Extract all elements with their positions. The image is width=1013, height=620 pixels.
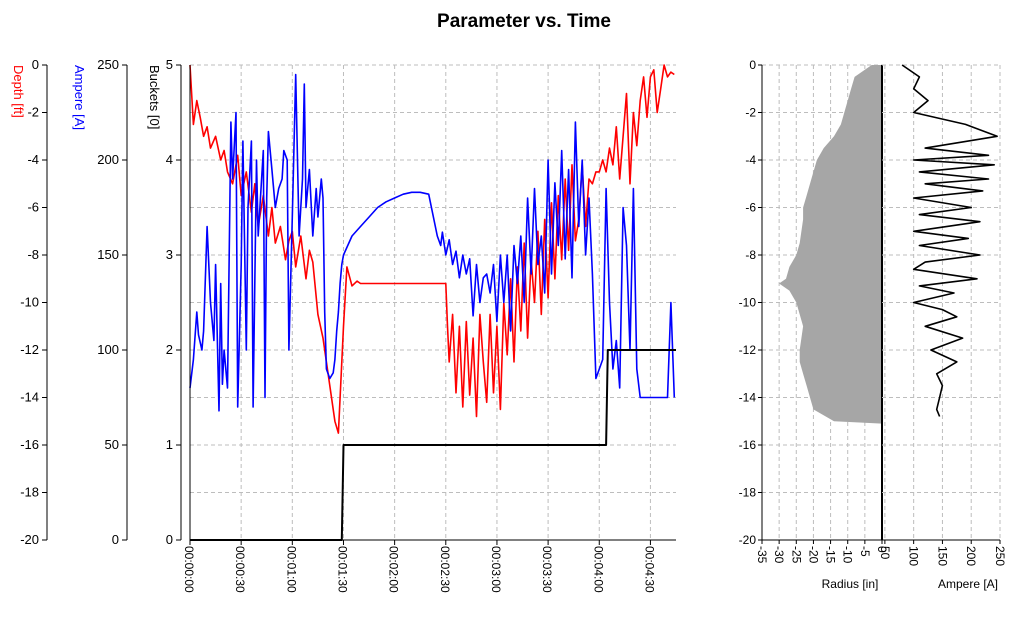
radius-depth-tick-label: -8	[745, 248, 756, 262]
buckets-tick-label: 0	[166, 532, 173, 547]
chart-title: Parameter vs. Time	[437, 11, 611, 32]
radius-x-axis-label: Radius [in]	[822, 577, 879, 591]
x-tick-label: 00:01:30	[335, 546, 349, 593]
radius-depth-tick-label: -20	[739, 533, 757, 547]
depth-tick-label: -20	[20, 532, 39, 547]
ampere-tick-label: 200	[97, 152, 119, 167]
x-tick-label: 00:00:00	[182, 546, 196, 593]
radius-depth-tick-label: -2	[745, 106, 756, 120]
buckets-tick-label: 1	[166, 437, 173, 452]
radius-x-tick-label: -35	[755, 546, 769, 564]
radius-x-tick-label: -20	[806, 546, 820, 564]
x-tick-label: 00:04:30	[642, 546, 656, 593]
ampere-series-line	[189, 73, 676, 412]
radius-x-tick-label: -5	[858, 546, 872, 557]
depth-tick-label: -8	[27, 247, 39, 262]
ampere-x-tick-label: 200	[964, 546, 978, 566]
radius-x-tick-label: -30	[772, 546, 786, 564]
depth-tick-label: -2	[27, 105, 39, 120]
ampere-tick-label: 150	[97, 247, 119, 262]
ampere-x-axis-label: Ampere [A]	[938, 577, 998, 591]
radius-depth-tick-label: 0	[749, 58, 756, 72]
depth-tick-label: -12	[20, 342, 39, 357]
depth-series-line	[189, 64, 675, 434]
ampere-tick-label: 100	[97, 342, 119, 357]
radius-x-tick-label: 0	[875, 546, 889, 553]
depth-tick-label: -6	[27, 200, 39, 215]
x-tick-label: 00:02:00	[387, 546, 401, 593]
x-tick-label: 00:00:30	[233, 546, 247, 593]
radius-x-tick-label: -15	[824, 546, 838, 564]
depth-tick-label: -4	[27, 152, 39, 167]
ampere-depth-line	[901, 64, 998, 417]
radius-depth-tick-label: -18	[739, 486, 757, 500]
depth-tick-label: -16	[20, 437, 39, 452]
ampere-x-tick-label: 100	[907, 546, 921, 566]
radius-depth-tick-label: -16	[739, 438, 757, 452]
ampere-tick-label: 50	[105, 437, 119, 452]
radius-depth-tick-label: -14	[739, 391, 757, 405]
x-tick-label: 00:01:00	[284, 546, 298, 593]
x-tick-label: 00:02:30	[438, 546, 452, 593]
ampere-axis-label: Ampere [A]	[72, 65, 87, 130]
radius-depth-tick-label: -6	[745, 201, 756, 215]
x-tick-label: 00:03:30	[540, 546, 554, 593]
ampere-x-tick-label: 50	[878, 546, 892, 560]
buckets-axis-label: Buckets [0]	[147, 65, 162, 129]
radius-depth-tick-label: -4	[745, 153, 756, 167]
depth-tick-label: -18	[20, 485, 39, 500]
depth-tick-label: -10	[20, 295, 39, 310]
x-tick-label: 00:04:00	[591, 546, 605, 593]
depth-axis-label: Depth [ft]	[11, 65, 26, 118]
depth-tick-label: -14	[20, 390, 39, 405]
depth-tick-label: 0	[32, 57, 39, 72]
buckets-tick-label: 2	[166, 342, 173, 357]
buckets-tick-label: 5	[166, 57, 173, 72]
radius-x-tick-label: -25	[789, 546, 803, 564]
buckets-tick-label: 4	[166, 152, 173, 167]
ampere-tick-label: 0	[112, 532, 119, 547]
x-tick-label: 00:03:00	[489, 546, 503, 593]
ampere-tick-label: 250	[97, 57, 119, 72]
radius-depth-tick-label: -10	[739, 296, 757, 310]
ampere-x-tick-label: 150	[935, 546, 949, 566]
radius-profile-area	[779, 65, 882, 424]
radius-x-tick-label: -10	[841, 546, 855, 564]
radius-depth-tick-label: -12	[739, 343, 757, 357]
ampere-x-tick-label: 250	[993, 546, 1007, 566]
buckets-tick-label: 3	[166, 247, 173, 262]
